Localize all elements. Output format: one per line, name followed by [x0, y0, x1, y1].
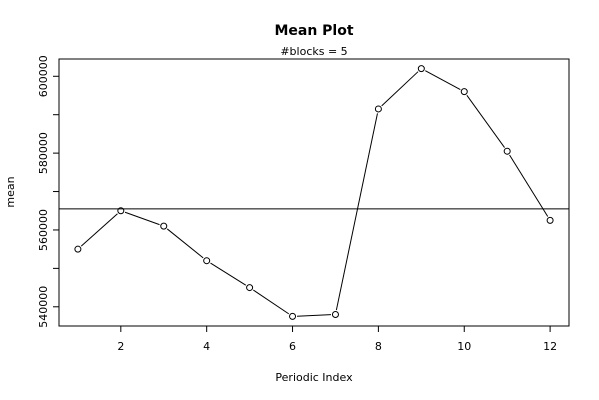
data-point [160, 222, 168, 230]
x-tick-label: 6 [289, 340, 296, 353]
data-point [203, 257, 211, 265]
series-line-segment [425, 70, 461, 90]
y-tick-label: 600000 [37, 55, 50, 97]
data-point [331, 310, 339, 318]
series-line-segment [253, 289, 290, 315]
series-line-segment [509, 154, 549, 217]
y-tick-label: 580000 [37, 132, 50, 174]
y-axis-label: mean [4, 176, 17, 207]
chart-title: Mean Plot [274, 23, 353, 39]
series-line-segment [210, 262, 247, 286]
data-point [374, 105, 382, 113]
x-tick-label: 8 [375, 340, 382, 353]
data-point [246, 284, 254, 292]
series-line-segment [381, 71, 419, 107]
x-tick-label: 12 [543, 340, 557, 353]
series-line-segment [297, 314, 331, 317]
data-point [289, 312, 297, 320]
series-line-segment [466, 95, 505, 148]
series-line-segment [124, 211, 160, 226]
y-tick-label: 540000 [37, 286, 50, 328]
chart-subtitle: #blocks = 5 [280, 45, 347, 58]
data-point [460, 88, 468, 96]
series-line-segment [335, 113, 378, 311]
data-point [503, 147, 511, 155]
x-tick-label: 4 [203, 340, 210, 353]
series-line-segment [166, 228, 204, 259]
data-point [417, 65, 425, 73]
series-line-segment [80, 213, 118, 247]
x-axis-label: Periodic Index [275, 371, 353, 384]
data-point [117, 207, 125, 215]
plot-frame [58, 58, 570, 327]
x-tick-label: 10 [457, 340, 471, 353]
data-point [74, 245, 82, 253]
chart-marks: 2 4 6 8 10 12 540000 560000 580000 600000 [37, 55, 569, 353]
x-tick-label: 2 [117, 340, 124, 353]
y-tick-label: 560000 [37, 209, 50, 251]
data-point [546, 216, 554, 224]
